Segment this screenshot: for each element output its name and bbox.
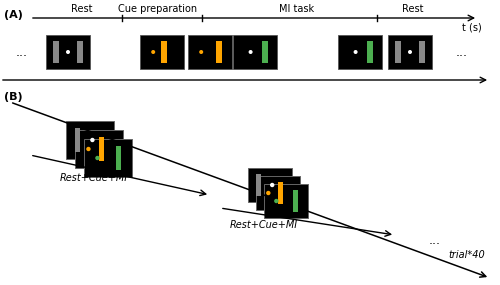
Circle shape	[199, 50, 203, 54]
Circle shape	[151, 50, 155, 54]
Circle shape	[266, 191, 270, 195]
Text: ...: ...	[429, 233, 441, 247]
Text: ...: ...	[16, 46, 28, 58]
Text: Rest: Rest	[71, 4, 92, 14]
Text: (B): (B)	[4, 92, 22, 102]
Bar	[256, 174, 260, 196]
Bar	[188, 35, 232, 69]
Circle shape	[354, 50, 358, 54]
Bar	[394, 41, 400, 63]
Circle shape	[248, 50, 252, 54]
Bar	[420, 41, 426, 63]
Circle shape	[66, 50, 70, 54]
Bar	[278, 182, 282, 204]
Bar	[84, 139, 132, 177]
Bar	[140, 35, 184, 69]
Circle shape	[270, 183, 274, 187]
Text: Rest+Cue+MI: Rest+Cue+MI	[60, 173, 128, 183]
Circle shape	[86, 147, 90, 151]
Bar	[256, 176, 300, 210]
Text: MI task: MI task	[279, 4, 314, 14]
Bar	[264, 184, 308, 218]
Bar	[52, 41, 59, 63]
Bar	[74, 128, 80, 152]
Text: ...: ...	[456, 46, 468, 58]
Bar	[366, 41, 372, 63]
Text: Cue preparation: Cue preparation	[118, 4, 197, 14]
Bar	[46, 35, 90, 69]
Text: Rest: Rest	[402, 4, 424, 14]
Bar	[116, 146, 121, 170]
Bar	[388, 35, 432, 69]
Bar	[75, 130, 123, 168]
Text: Rest+Cue+MI: Rest+Cue+MI	[230, 220, 298, 230]
Bar	[338, 35, 382, 69]
Text: trial*40: trial*40	[448, 250, 485, 260]
Text: (A): (A)	[4, 10, 23, 20]
Bar	[66, 121, 114, 159]
Text: t (s): t (s)	[462, 23, 482, 33]
Bar	[161, 41, 167, 63]
Circle shape	[408, 50, 412, 54]
Bar	[248, 168, 292, 202]
Bar	[233, 35, 277, 69]
Bar	[262, 41, 268, 63]
Bar	[99, 137, 104, 161]
Bar	[293, 190, 298, 212]
Circle shape	[274, 199, 278, 203]
Bar	[216, 41, 222, 63]
Circle shape	[95, 156, 100, 160]
Bar	[78, 41, 84, 63]
Circle shape	[90, 138, 94, 142]
